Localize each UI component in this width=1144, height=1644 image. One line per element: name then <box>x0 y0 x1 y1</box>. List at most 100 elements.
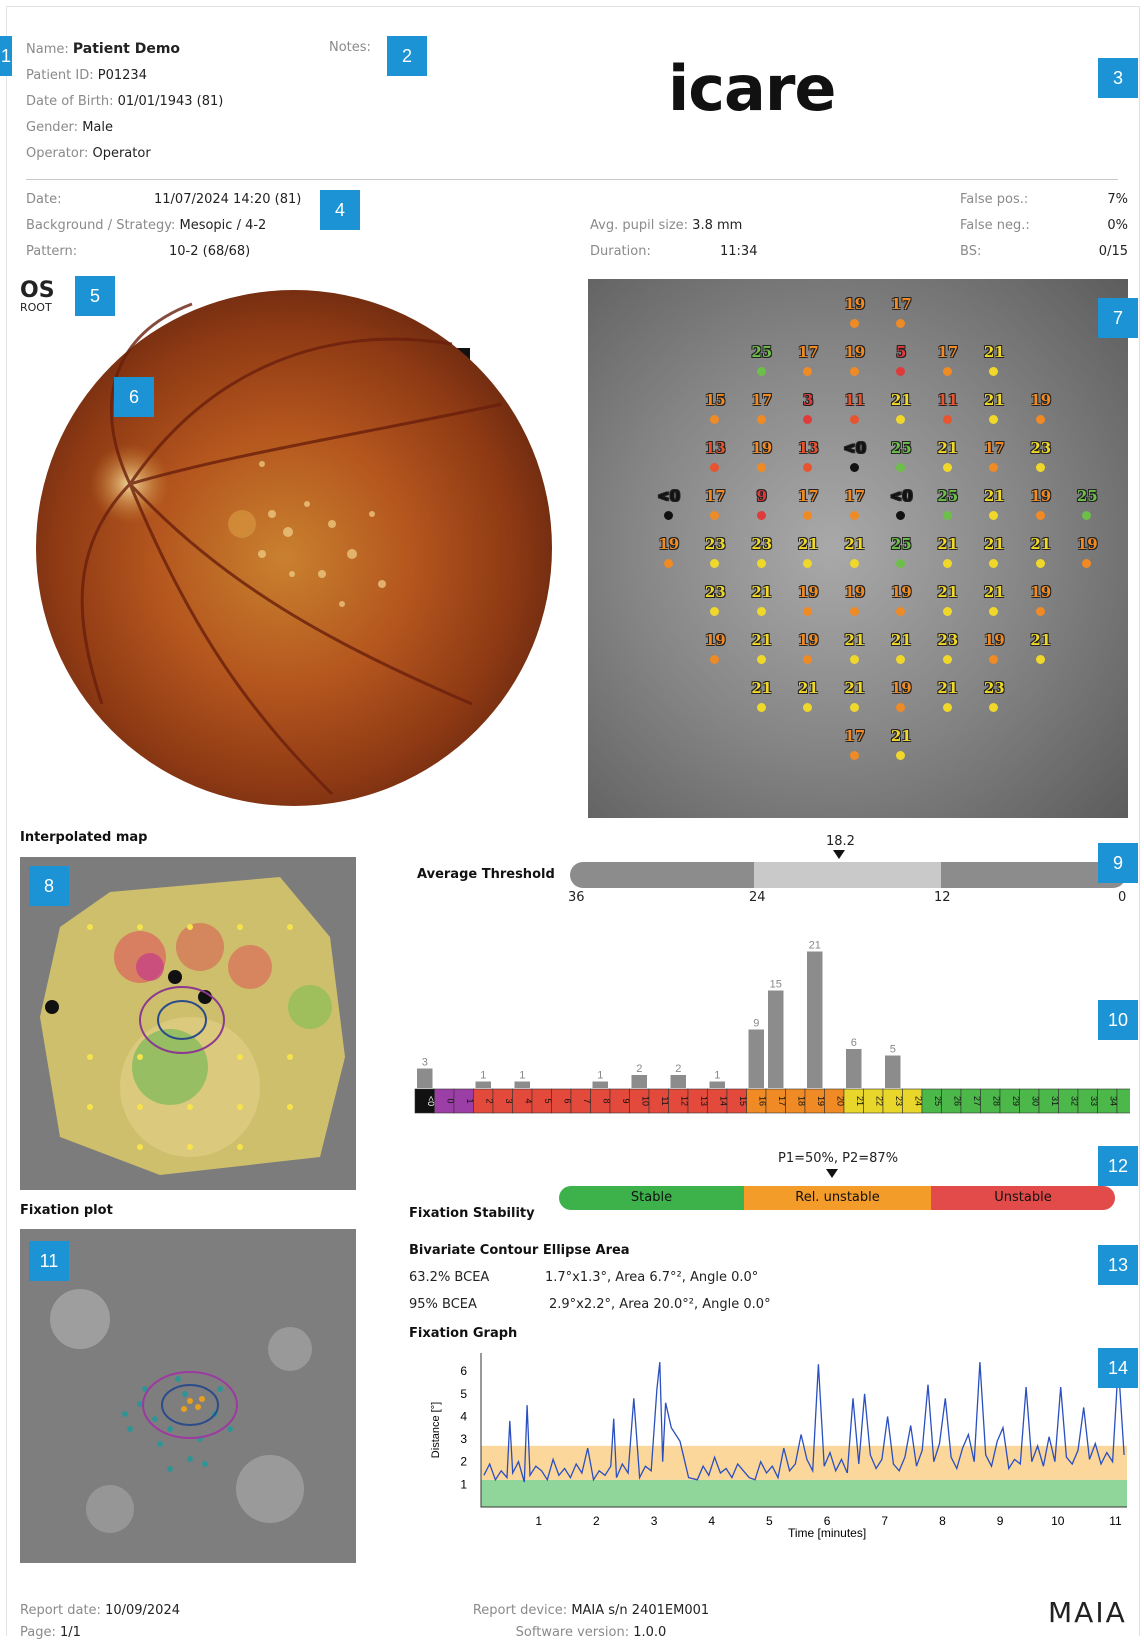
stimulus-point <box>710 511 720 520</box>
avg-threshold-title: Average Threshold <box>417 867 555 882</box>
sensitivity-value: <0 <box>843 439 867 457</box>
fixation-plot <box>20 1229 356 1563</box>
sensitivity-value: 17 <box>844 727 866 745</box>
stability-bar: Stable Rel. unstable Unstable <box>559 1186 1115 1210</box>
y-tick-label: 5 <box>460 1387 467 1401</box>
dob: 01/01/1943 (81) <box>117 94 224 109</box>
y-tick-label: 6 <box>460 1364 467 1378</box>
histogram-cell-label: 7 <box>582 1098 592 1103</box>
x-tick-label: 4 <box>708 1514 715 1528</box>
x-tick-label: 2 <box>593 1514 600 1528</box>
stimulus-point <box>1082 559 1092 568</box>
stimulus-point <box>710 559 720 568</box>
sensitivity-value: 19 <box>983 631 1005 649</box>
sensitivity-value: 23 <box>704 535 726 553</box>
gender: Male <box>82 120 113 135</box>
stimulus-point <box>989 463 999 472</box>
sensitivity-value: 25 <box>751 343 773 361</box>
histogram-cell-label: 13 <box>699 1096 709 1106</box>
sensitivity-value: 17 <box>844 487 866 505</box>
sensitivity-value: 13 <box>797 439 819 457</box>
stimulus-point <box>756 511 766 520</box>
histogram-bar <box>807 951 823 1088</box>
stimulus-point <box>1035 607 1045 616</box>
sensitivity-value: 21 <box>751 679 773 697</box>
patient-id: P01234 <box>97 68 147 83</box>
stimulus-point <box>803 367 813 376</box>
sensitivity-value: 23 <box>751 535 773 553</box>
histogram-bar <box>885 1055 901 1088</box>
histogram-cell-label: 10 <box>640 1096 650 1106</box>
histogram-cell-label: 31 <box>1050 1096 1060 1106</box>
stimulus-point <box>803 511 813 520</box>
sensitivity-value: 19 <box>658 535 680 553</box>
eye-sub: ROOT <box>20 301 52 314</box>
stimulus-point <box>989 559 999 568</box>
x-tick-label: 1 <box>535 1514 542 1528</box>
stimulus-point <box>1035 511 1045 520</box>
operator: Operator <box>92 146 151 161</box>
sensitivity-value: 19 <box>1030 391 1052 409</box>
sensitivity-value: 23 <box>937 631 959 649</box>
stability-rel: Rel. unstable <box>744 1186 931 1210</box>
stimulus-point <box>896 319 906 328</box>
notes-label: Notes: <box>329 40 371 55</box>
sensitivity-value: 21 <box>751 583 773 601</box>
stimulus-point <box>942 703 952 712</box>
sensitivity-value: 17 <box>704 487 726 505</box>
histogram-bar <box>631 1075 647 1088</box>
sensitivity-value: 17 <box>890 295 912 313</box>
exam-pattern: 10-2 (68/68) <box>169 244 251 259</box>
avg-tick-36: 36 <box>568 890 585 905</box>
sensitivity-value: <0 <box>889 487 913 505</box>
y-tick-label: 4 <box>460 1409 467 1423</box>
threshold-histogram: <0 0 1 2 3 4 5 6 7 8 9 10 11 12 13 14 15 16 17 18 19 20 21 22 23… <box>414 940 1130 1114</box>
stimulus-point <box>663 559 673 568</box>
footer-left: Report date: 10/09/2024 Page: 1/1 <box>20 1603 180 1640</box>
histogram-count: 6 <box>851 1037 857 1049</box>
sensitivity-value: 21 <box>983 535 1005 553</box>
y-tick-label: 2 <box>460 1455 467 1469</box>
stimulus-point <box>942 463 952 472</box>
stimulus-point <box>989 367 999 376</box>
stimulus-point <box>849 751 859 760</box>
histogram-bar <box>592 1081 608 1088</box>
sensitivity-value: 21 <box>751 631 773 649</box>
histogram-cell-label: 26 <box>952 1096 962 1106</box>
histogram-cell-label: 33 <box>1089 1096 1099 1106</box>
sensitivity-value: 21 <box>797 535 819 553</box>
callout-14: 14 <box>1098 1348 1138 1388</box>
y-tick-label: 3 <box>460 1432 467 1446</box>
callout-10: 10 <box>1098 1000 1138 1040</box>
callout-4: 4 <box>320 190 360 230</box>
stimulus-point <box>803 559 813 568</box>
x-tick-label: 7 <box>881 1514 888 1528</box>
stimulus-point <box>849 559 859 568</box>
sensitivity-value: 21 <box>890 631 912 649</box>
callout-7: 7 <box>1098 298 1138 338</box>
stimulus-point <box>942 367 952 376</box>
x-tick-label: 6 <box>824 1514 831 1528</box>
avg-tick-24: 24 <box>749 890 766 905</box>
stimulus-point <box>803 463 813 472</box>
stimulus-point <box>896 751 906 760</box>
histogram-cell-label: 22 <box>874 1096 884 1106</box>
bcea-row-1: 63.2% BCEA 1.7°x1.3°, Area 6.7°², Angle 0… <box>409 1270 759 1285</box>
exam-block-left: Date: 11/07/2024 14:20 (81) Background / … <box>26 192 302 259</box>
histogram-cell-label: 15 <box>738 1096 748 1106</box>
stimulus-point <box>756 367 766 376</box>
interpolated-map <box>20 857 356 1190</box>
histogram-cell-label: 35 <box>1128 1096 1130 1106</box>
stimulus-point <box>1035 655 1045 664</box>
stimulus-point <box>803 703 813 712</box>
histogram-count: 3 <box>422 1057 428 1069</box>
histogram-cell-label: 18 <box>796 1096 806 1106</box>
stimulus-point <box>803 607 813 616</box>
sensitivity-value: 25 <box>890 535 912 553</box>
exam-block-right: False pos.: 7% False neg.: 0% BS: 0/15 <box>960 187 1128 265</box>
histogram-count: 1 <box>597 1070 603 1082</box>
callout-3: 3 <box>1098 58 1138 98</box>
sensitivity-value: 19 <box>751 439 773 457</box>
sensitivity-value: 17 <box>751 391 773 409</box>
patient-id-row: Patient ID: P01234 <box>26 68 147 83</box>
